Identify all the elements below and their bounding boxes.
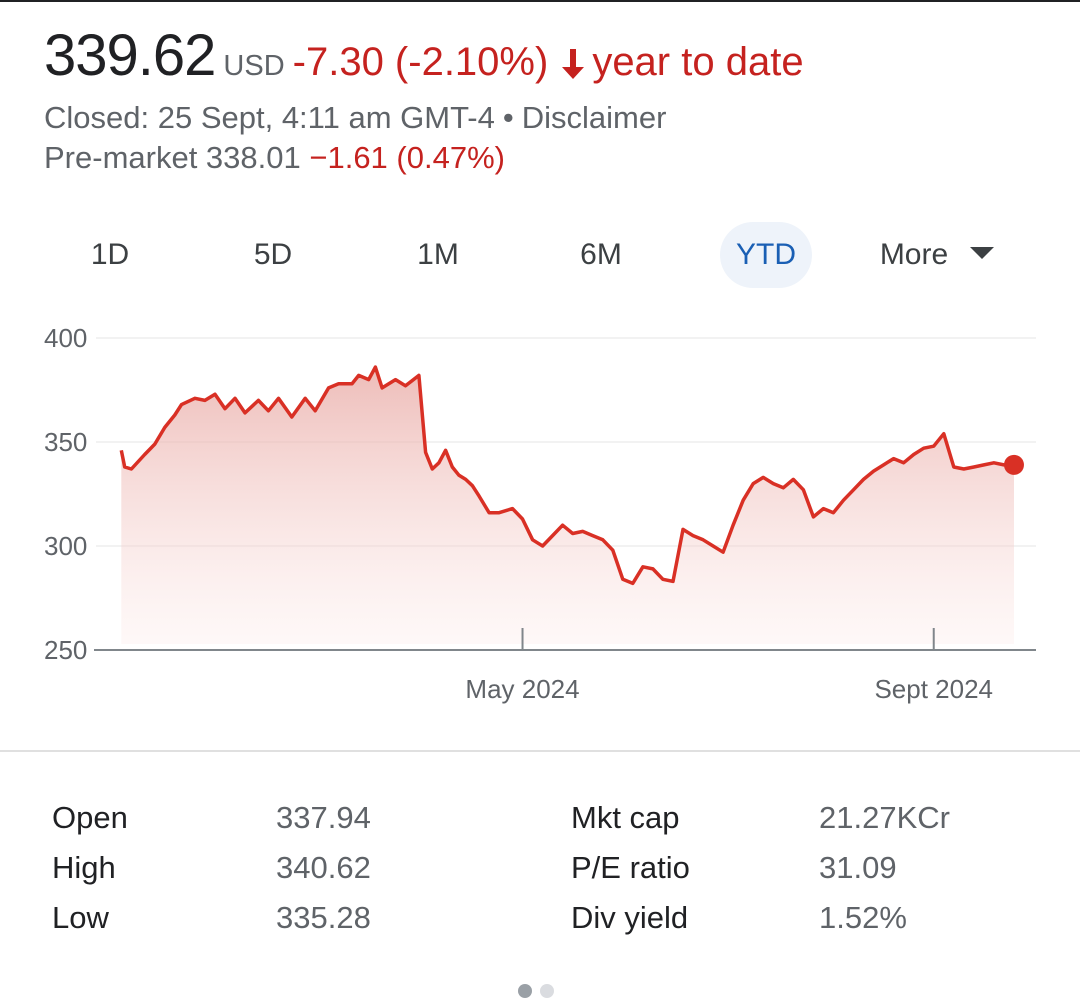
price-header: 339.62 USD -7.30 (-2.10%) year to date xyxy=(44,22,804,90)
tab-more-label: More xyxy=(879,238,949,271)
arrow-down-icon xyxy=(558,47,588,86)
section-divider xyxy=(0,750,1080,752)
change-period: year to date xyxy=(592,40,804,84)
price-chart: 400 350 300 250 May 2024 Sept 2024 xyxy=(44,323,1036,704)
closed-time: Closed: 25 Sept, 4:11 am GMT-4 xyxy=(44,100,495,135)
caret-down-icon xyxy=(970,247,995,260)
disclaimer-link[interactable]: Disclaimer xyxy=(521,100,667,135)
y-tick-label: 250 xyxy=(44,635,87,665)
stat-value-pe-ratio: 31.09 xyxy=(819,850,897,885)
tab-5d[interactable]: 5D xyxy=(253,238,293,271)
separator-dot: • xyxy=(502,100,514,135)
stat-value-open: 337.94 xyxy=(276,800,371,835)
premarket-change: −1.61 (0.47%) xyxy=(309,140,505,175)
y-tick-label: 350 xyxy=(44,427,87,457)
premarket-info: Pre-market 338.01 −1.61 (0.47%) xyxy=(44,140,505,176)
stat-value-mkt-cap: 21.27KCr xyxy=(819,800,950,835)
stat-value-div-yield: 1.52% xyxy=(819,900,907,935)
stat-label-low: Low xyxy=(52,900,109,935)
latest-point-marker xyxy=(1003,454,1024,475)
market-status: Closed: 25 Sept, 4:11 am GMT-4 • Disclaime… xyxy=(44,100,666,136)
stat-value-low: 335.28 xyxy=(276,900,371,935)
tab-1m[interactable]: 1M xyxy=(417,238,459,271)
stat-row: Low 335.28 Div yield 1.52% xyxy=(0,900,1080,950)
top-border xyxy=(0,0,1080,2)
x-tick-label: May 2024 xyxy=(465,674,579,704)
area-fill xyxy=(121,367,1015,644)
stat-label-pe-ratio: P/E ratio xyxy=(571,850,690,885)
pager-dot[interactable] xyxy=(540,984,554,998)
x-tick-label: Sept 2024 xyxy=(874,674,993,704)
current-price: 339.62 xyxy=(44,23,216,88)
chart-area-group xyxy=(119,365,1024,644)
tab-6m[interactable]: 6M xyxy=(580,238,622,271)
stat-row: High 340.62 P/E ratio 31.09 xyxy=(0,850,1080,900)
pager-dot-active[interactable] xyxy=(518,984,532,998)
premarket-price: Pre-market 338.01 xyxy=(44,140,301,175)
stat-row: Open 337.94 Mkt cap 21.27KCr xyxy=(0,800,1080,850)
price-change: -7.30 (-2.10%) xyxy=(292,40,549,84)
stat-label-mkt-cap: Mkt cap xyxy=(571,800,680,835)
y-tick-label: 400 xyxy=(44,323,87,353)
y-tick-label: 300 xyxy=(44,531,87,561)
stat-value-high: 340.62 xyxy=(276,850,371,885)
tab-ytd[interactable]: YTD xyxy=(720,222,812,288)
tab-1d[interactable]: 1D xyxy=(90,238,130,271)
stat-label-open: Open xyxy=(52,800,128,835)
y-axis-ticks: 400 350 300 250 xyxy=(44,323,87,665)
currency-label: USD xyxy=(223,50,285,82)
x-axis-ticks: May 2024 Sept 2024 xyxy=(465,628,993,704)
range-tabs: 1D 5D 1M 6M YTD More xyxy=(0,222,1080,288)
page-indicator xyxy=(518,984,562,1003)
tab-more[interactable]: More xyxy=(862,222,1012,288)
series-line xyxy=(119,365,1014,586)
stat-label-div-yield: Div yield xyxy=(571,900,689,935)
stat-label-high: High xyxy=(52,850,116,885)
